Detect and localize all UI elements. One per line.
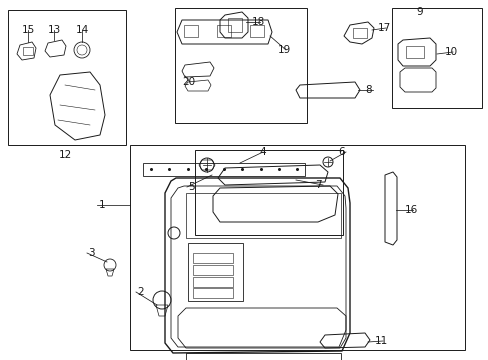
Text: 20: 20 [182, 77, 195, 87]
Bar [405, 46, 423, 58]
Text: 12: 12 [58, 150, 71, 160]
Bar [8, 10, 126, 145]
Text: 14: 14 [75, 25, 88, 35]
Bar [23, 47, 33, 55]
Bar [187, 243, 243, 301]
Bar [193, 265, 232, 275]
Text: 13: 13 [47, 25, 61, 35]
Text: 4: 4 [259, 147, 266, 157]
Text: 18: 18 [251, 17, 264, 27]
Text: 5: 5 [188, 182, 195, 192]
Text: 1: 1 [98, 200, 105, 210]
Text: 15: 15 [21, 25, 35, 35]
Text: 10: 10 [444, 47, 457, 57]
Text: 9: 9 [416, 7, 423, 17]
Bar [193, 288, 232, 298]
Bar [217, 25, 230, 37]
Text: 6: 6 [337, 147, 344, 157]
Text: 8: 8 [364, 85, 371, 95]
Bar [391, 8, 481, 108]
Bar [249, 25, 264, 37]
Bar [195, 150, 342, 235]
Bar [227, 18, 242, 32]
Bar [142, 163, 305, 176]
Text: 17: 17 [377, 23, 390, 33]
Bar [193, 253, 232, 263]
Text: 19: 19 [278, 45, 291, 55]
Text: 2: 2 [137, 287, 143, 297]
Bar [193, 277, 232, 287]
Text: 11: 11 [374, 336, 387, 346]
Bar [175, 8, 306, 123]
Bar [185, 193, 340, 238]
Bar [352, 28, 366, 38]
Text: 3: 3 [88, 248, 95, 258]
Text: 16: 16 [404, 205, 417, 215]
Bar [130, 145, 464, 350]
Text: 7: 7 [314, 180, 321, 190]
Bar [183, 25, 198, 37]
Bar [185, 353, 340, 360]
